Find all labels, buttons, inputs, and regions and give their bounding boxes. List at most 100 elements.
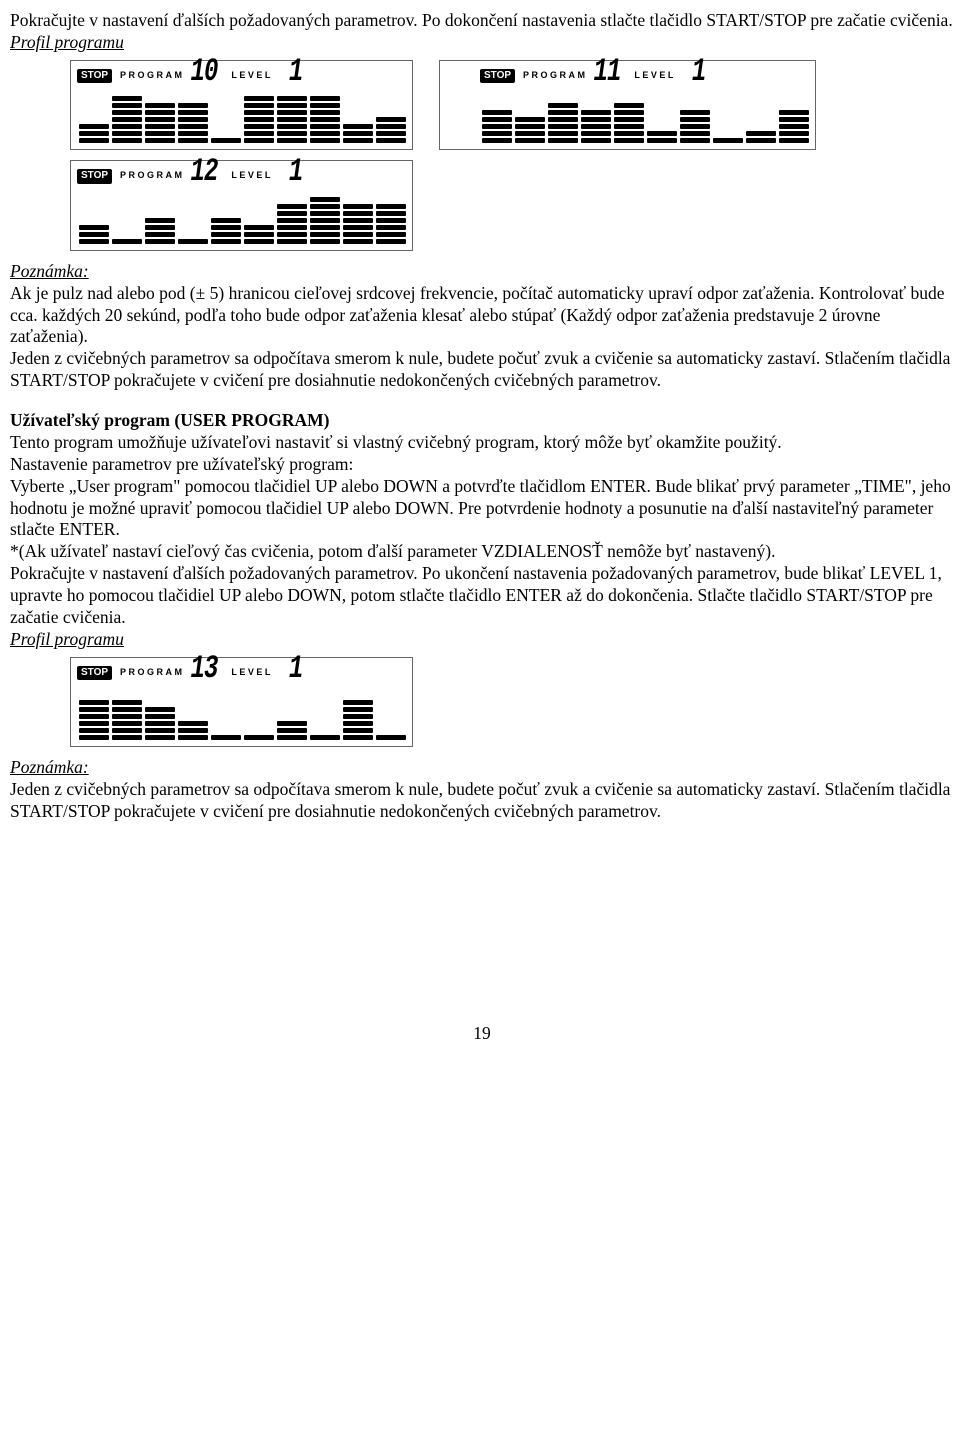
lcd-bar-segment xyxy=(310,735,340,740)
lcd-bar-segment xyxy=(244,700,274,705)
lcd-bar-column xyxy=(79,686,109,740)
lcd-bar-segment xyxy=(343,707,373,712)
lcd-bar-column xyxy=(515,89,545,143)
lcd-program-12: STOPPROGRAM12LEVEL1 xyxy=(70,160,413,251)
lcd-bar-column xyxy=(277,190,307,244)
lcd-bar-segment xyxy=(112,707,142,712)
lcd-program-13: STOPPROGRAM13LEVEL1 xyxy=(70,657,413,748)
lcd-bar-segment xyxy=(145,218,175,223)
lcd-bar-segment xyxy=(680,110,710,115)
lcd-bar-segment xyxy=(343,117,373,122)
lcd-bar-segment xyxy=(581,131,611,136)
lcd-bar-segment xyxy=(343,232,373,237)
lcd-bar-segment xyxy=(211,124,241,129)
lcd-bar-segment xyxy=(211,693,241,698)
lcd-bar-segment xyxy=(343,138,373,143)
lcd-bar-segment xyxy=(647,96,677,101)
lcd-bar-segment xyxy=(647,117,677,122)
lcd-bar-segment xyxy=(178,131,208,136)
lcd-bar-column xyxy=(145,190,175,244)
lcd-bar-segment xyxy=(79,239,109,244)
intro-paragraph: Pokračujte v nastavení ďalších požadovan… xyxy=(10,10,954,32)
lcd-bar-segment xyxy=(548,131,578,136)
program-number: 13 xyxy=(191,656,218,682)
lcd-bar-segment xyxy=(178,225,208,230)
lcd-bar-segment xyxy=(277,124,307,129)
lcd-header: STOPPROGRAM13LEVEL1 xyxy=(77,660,406,681)
lcd-bar-segment xyxy=(376,707,406,712)
lcd-bar-segment xyxy=(376,131,406,136)
lcd-bar-segment xyxy=(376,232,406,237)
lcd-bar-segment xyxy=(548,96,578,101)
lcd-bar-segment xyxy=(376,225,406,230)
lcd-bar-column xyxy=(244,190,274,244)
lcd-bar-column xyxy=(112,190,142,244)
lcd-bar-segment xyxy=(343,700,373,705)
lcd-bar-segment xyxy=(376,211,406,216)
lcd-bar-segment xyxy=(112,204,142,209)
lcd-bar-segment xyxy=(145,89,175,94)
lcd-bar-segment xyxy=(779,117,809,122)
lcd-bar-segment xyxy=(310,707,340,712)
lcd-bar-segment xyxy=(112,190,142,195)
lcd-bar-column xyxy=(376,686,406,740)
lcd-bar-segment xyxy=(112,138,142,143)
lcd-bar-segment xyxy=(145,138,175,143)
lcd-bar-segment xyxy=(482,103,512,108)
lcd-bar-segment xyxy=(145,714,175,719)
lcd-bar-column xyxy=(343,89,373,143)
lcd-bar-segment xyxy=(376,117,406,122)
lcd-header: STOPPROGRAM11LEVEL1 xyxy=(480,63,809,84)
level-number: 1 xyxy=(692,59,705,85)
lcd-row-1: STOPPROGRAM10LEVEL1 STOPPROGRAM11LEVEL1 xyxy=(70,60,954,151)
lcd-bar-segment xyxy=(277,714,307,719)
lcd-bar-segment xyxy=(277,103,307,108)
lcd-bar-column xyxy=(178,190,208,244)
stop-badge: STOP xyxy=(77,169,112,184)
lcd-bar-column xyxy=(482,89,512,143)
lcd-bar-segment xyxy=(343,714,373,719)
user-p4: *(Ak užívateľ nastaví cieľový čas cvičen… xyxy=(10,541,954,563)
lcd-bar-segment xyxy=(178,103,208,108)
lcd-bar-segment xyxy=(79,124,109,129)
lcd-bar-segment xyxy=(244,225,274,230)
lcd-bar-segment xyxy=(343,190,373,195)
stop-badge: STOP xyxy=(77,69,112,84)
user-p1: Tento program umožňuje užívateľovi nasta… xyxy=(10,432,954,454)
lcd-bar-segment xyxy=(310,232,340,237)
lcd-bar-segment xyxy=(779,131,809,136)
lcd-bar-segment xyxy=(343,211,373,216)
lcd-bar-segment xyxy=(178,728,208,733)
lcd-bar-segment xyxy=(277,110,307,115)
lcd-bar-segment xyxy=(482,89,512,94)
lcd-bar-segment xyxy=(211,700,241,705)
note-heading-1: Poznámka: xyxy=(10,261,954,283)
lcd-bar-column xyxy=(310,89,340,143)
lcd-bar-segment xyxy=(244,197,274,202)
lcd-bar-segment xyxy=(343,239,373,244)
lcd-bar-segment xyxy=(79,232,109,237)
lcd-bar-chart xyxy=(480,87,809,143)
lcd-bar-column xyxy=(145,89,175,143)
lcd-bar-segment xyxy=(277,693,307,698)
lcd-bar-segment xyxy=(178,204,208,209)
lcd-bar-segment xyxy=(376,714,406,719)
lcd-bar-segment xyxy=(482,131,512,136)
lcd-bar-segment xyxy=(310,693,340,698)
lcd-bar-segment xyxy=(376,700,406,705)
lcd-bar-segment xyxy=(746,89,776,94)
lcd-bar-segment xyxy=(244,232,274,237)
lcd-bar-segment xyxy=(310,225,340,230)
lcd-bar-segment xyxy=(79,190,109,195)
lcd-bar-segment xyxy=(680,96,710,101)
lcd-bar-segment xyxy=(112,693,142,698)
level-number: 1 xyxy=(289,59,302,85)
lcd-bar-segment xyxy=(779,103,809,108)
lcd-bar-segment xyxy=(178,735,208,740)
lcd-bar-segment xyxy=(211,131,241,136)
program-number: 10 xyxy=(191,59,218,85)
lcd-bar-segment xyxy=(581,96,611,101)
lcd-bar-segment xyxy=(277,232,307,237)
program-label: PROGRAM xyxy=(523,70,588,81)
lcd-bar-segment xyxy=(310,190,340,195)
